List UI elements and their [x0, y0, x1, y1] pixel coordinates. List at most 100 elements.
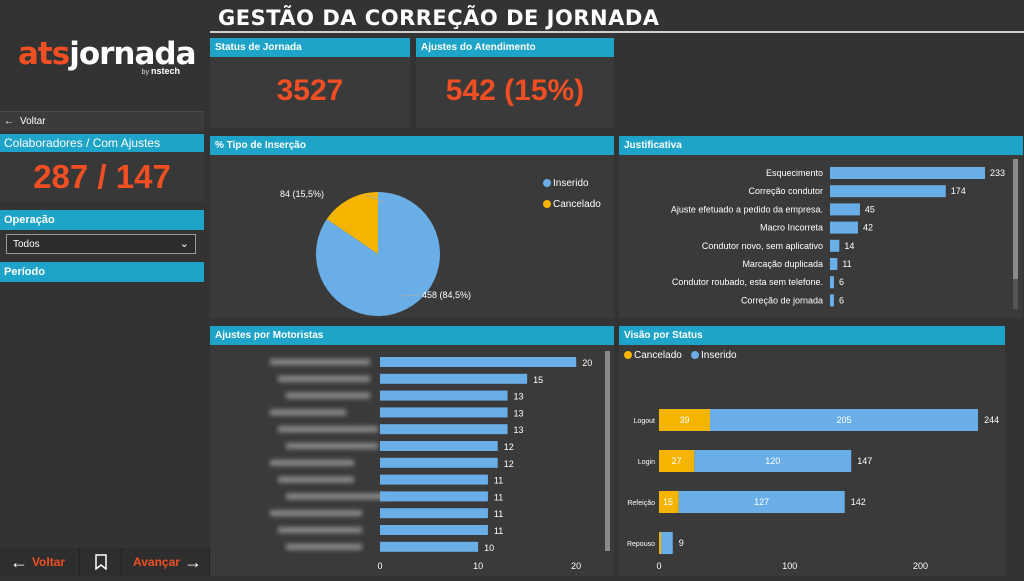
- operacao-dropdown[interactable]: Todos ⌄: [6, 234, 196, 254]
- bar-segment-cancelado[interactable]: [659, 491, 679, 513]
- legend-marker-inserido: [543, 179, 551, 187]
- x-tick-label: 0: [377, 561, 382, 571]
- ajustes-motoristas-panel: Ajustes por Motoristas 20 15 13 13 13 12 12 11 1…: [210, 326, 614, 576]
- bar[interactable]: [380, 373, 528, 384]
- bar[interactable]: [380, 525, 488, 535]
- bar[interactable]: [830, 294, 834, 307]
- bar-value-label: 20: [582, 358, 592, 368]
- next-button[interactable]: Avançar →: [122, 548, 210, 576]
- kpi-value: 3527: [276, 74, 344, 107]
- bar[interactable]: [380, 491, 488, 502]
- periodo-title: Período: [0, 262, 204, 282]
- bar[interactable]: [380, 441, 498, 451]
- scrollbar-thumb[interactable]: [1013, 159, 1018, 279]
- driver-name-redacted: [270, 459, 354, 466]
- bar[interactable]: [830, 276, 834, 289]
- bar-value-label: 14: [844, 241, 854, 251]
- bar-segment-cancelado[interactable]: [659, 409, 710, 431]
- driver-name-redacted: [270, 359, 370, 365]
- next-button-label: Avançar: [133, 555, 180, 569]
- legend-cancelado: Cancelado: [634, 350, 682, 361]
- driver-name-redacted: [286, 443, 378, 449]
- segment-value-label: 39: [679, 415, 689, 425]
- y-category-label: Repouso: [627, 541, 655, 548]
- bar-segment-cancelado[interactable]: [659, 450, 695, 472]
- y-category-label: Login: [638, 459, 655, 466]
- driver-name-redacted: [270, 510, 362, 517]
- legend-marker-cancelado: [624, 351, 632, 359]
- bar[interactable]: [830, 221, 858, 234]
- justificativa-panel: Justificativa Esquecimento 233 Correção co…: [619, 136, 1023, 318]
- panel-title: Visão por Status: [619, 326, 1005, 345]
- bar-total-label: 147: [857, 456, 872, 466]
- legend-inserido: Inserido: [701, 350, 737, 361]
- bar-segment-inserido[interactable]: [678, 491, 845, 513]
- bar[interactable]: [380, 390, 508, 401]
- arrow-left-icon: ←: [9, 551, 28, 572]
- bar-segment-inserido[interactable]: [694, 450, 852, 472]
- driver-name-redacted: [278, 375, 370, 382]
- bar-category-label: Ajuste efetuado a pedido da empresa.: [671, 204, 823, 214]
- bar-category-label: Condutor novo, sem aplicativo: [702, 241, 823, 251]
- driver-name-redacted: [278, 527, 362, 533]
- pie-slice-cancelado[interactable]: [326, 192, 378, 254]
- bar-value-label: 11: [494, 509, 503, 519]
- bar[interactable]: [830, 258, 838, 270]
- bar-value-label: 12: [504, 459, 514, 469]
- bar[interactable]: [380, 474, 488, 485]
- bar-segment-inserido[interactable]: [661, 532, 673, 554]
- tipo-insercao-chart: 84 (15,5%) 458 (84,5%) Inserido Cancelad…: [280, 178, 601, 316]
- bar[interactable]: [380, 407, 508, 418]
- bar-category-label: Condutor roubado, esta sem telefone.: [672, 277, 823, 287]
- panel-title: % Tipo de Inserção: [210, 136, 614, 155]
- logo-byline: by nstech: [141, 66, 180, 76]
- y-category-label: Refeição: [627, 500, 655, 507]
- operacao-title: Operação: [0, 210, 204, 230]
- bar[interactable]: [380, 457, 498, 468]
- bar-segment-cancelado[interactable]: [659, 532, 661, 554]
- bar-total-label: 142: [851, 497, 866, 507]
- driver-name-redacted: [286, 392, 370, 399]
- bar[interactable]: [380, 508, 488, 519]
- bar-segment-inserido[interactable]: [710, 409, 979, 431]
- logo: atsjornada by nstech: [18, 36, 198, 80]
- bar[interactable]: [830, 167, 985, 179]
- segment-value-label: 120: [765, 456, 780, 466]
- bar[interactable]: [380, 541, 479, 552]
- justificativa-chart: Esquecimento 233 Correção condutor 174 Ajust…: [671, 159, 1018, 309]
- segment-value-label: 27: [672, 456, 682, 466]
- bar-value-label: 15: [533, 375, 543, 385]
- bar-value-label: 11: [494, 526, 503, 536]
- bar[interactable]: [380, 357, 577, 367]
- bar-value-label: 233: [990, 168, 1005, 178]
- bar[interactable]: [830, 239, 840, 252]
- back-button[interactable]: ← Voltar: [0, 548, 80, 576]
- x-tick-label: 100: [782, 561, 797, 571]
- bar[interactable]: [830, 185, 946, 198]
- bar-value-label: 42: [863, 223, 873, 233]
- operacao-selected: Todos: [13, 238, 40, 250]
- x-tick-label: 0: [656, 561, 661, 571]
- bar-total-label: 244: [984, 415, 999, 425]
- bar-value-label: 11: [494, 476, 503, 486]
- x-tick-label: 20: [571, 561, 581, 571]
- scrollbar-thumb[interactable]: [605, 351, 610, 551]
- segment-value-label: 15: [663, 497, 673, 507]
- panel-title: Justificativa: [619, 136, 1023, 155]
- bar-value-label: 13: [514, 425, 524, 435]
- bar-value-label: 11: [494, 492, 503, 502]
- x-tick-label: 10: [473, 561, 483, 571]
- kpi-status-jornada: Status de Jornada 3527: [210, 38, 410, 128]
- kpi-ajustes-atendimento: Ajustes do Atendimento 542 (15%): [416, 38, 614, 128]
- bottom-navigation: ← Voltar Avançar →: [0, 548, 210, 576]
- legend-cancelado: Cancelado: [553, 199, 601, 210]
- bookmark-button[interactable]: [80, 548, 122, 576]
- bar-value-label: 13: [514, 408, 524, 418]
- back-link[interactable]: ← Voltar: [0, 111, 204, 131]
- bar-category-label: Correção condutor: [748, 186, 823, 196]
- bar[interactable]: [380, 424, 508, 435]
- bar-category-label: Macro Incorreta: [760, 223, 823, 233]
- bar[interactable]: [830, 203, 860, 216]
- bar-value-label: 174: [951, 186, 966, 196]
